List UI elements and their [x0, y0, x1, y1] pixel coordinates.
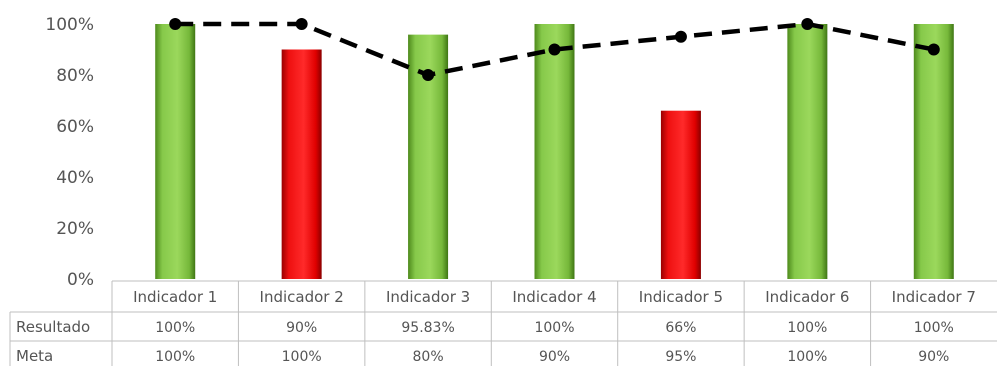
table-cell: 100% [282, 349, 322, 365]
meta-line [169, 18, 940, 81]
data-table: Indicador 1 Indicador 2 Indicador 3 Indicad… [9, 280, 997, 366]
y-tick-label: 80% [56, 66, 94, 86]
y-tick-label: 60% [56, 117, 94, 137]
meta-point-3 [422, 69, 435, 81]
category-label: Indicador 6 [765, 288, 849, 306]
table-cell: 90% [918, 349, 949, 365]
table-cell: 66% [665, 320, 696, 336]
table-row-label: Resultado [16, 318, 90, 336]
table-cell: 95% [665, 349, 696, 365]
table-cell: 80% [413, 349, 444, 365]
table-cell: 90% [286, 320, 317, 336]
table-cell: 95.83% [401, 320, 454, 336]
y-axis: 0% 20% 40% 60% 80% 100% [45, 15, 94, 290]
category-label: Indicador 7 [892, 288, 976, 306]
category-label: Indicador 2 [260, 288, 344, 306]
bar-4 [534, 24, 575, 279]
table-cell: 100% [155, 320, 195, 336]
category-label: Indicador 5 [639, 288, 723, 306]
meta-point-6 [801, 18, 814, 30]
meta-point-4 [548, 43, 561, 56]
bar-1 [155, 24, 196, 279]
table-cell: 100% [534, 320, 574, 336]
meta-point-1 [169, 18, 182, 30]
y-tick-label: 100% [45, 15, 94, 35]
table-cell: 100% [155, 349, 195, 365]
bar-7 [913, 24, 954, 279]
bar-5 [660, 110, 701, 279]
y-tick-label: 20% [56, 219, 94, 239]
category-label: Indicador 3 [386, 288, 470, 306]
category-label: Indicador 4 [512, 288, 596, 306]
bar-6 [787, 24, 828, 279]
bars [155, 24, 954, 279]
meta-point-2 [295, 18, 308, 30]
bar-2 [281, 49, 322, 279]
category-label: Indicador 1 [133, 288, 217, 306]
meta-point-7 [927, 43, 940, 56]
y-tick-label: 0% [67, 270, 94, 290]
table-cell: 100% [787, 320, 827, 336]
table-cell: 100% [787, 349, 827, 365]
table-row-label: Meta [16, 347, 53, 365]
meta-point-5 [674, 30, 687, 43]
y-tick-label: 40% [56, 168, 94, 188]
table-cell: 100% [914, 320, 954, 336]
table-cell: 90% [539, 349, 570, 365]
